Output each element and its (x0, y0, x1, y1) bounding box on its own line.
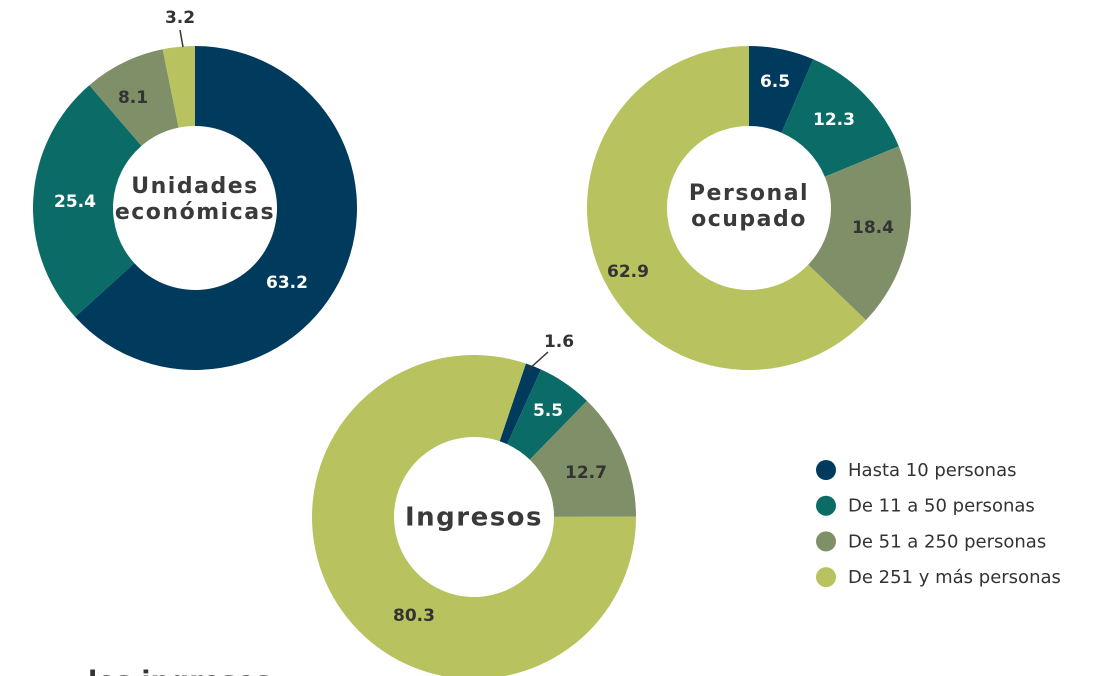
leader-line (179, 29, 184, 48)
data-label: 5.5 (533, 401, 563, 421)
center-label: Personal (689, 181, 809, 206)
data-label: 3.2 (165, 8, 195, 28)
donut-slice (507, 369, 588, 460)
donut-slice (781, 59, 899, 177)
legend-label: De 51 a 250 personas (848, 531, 1046, 552)
data-label: 18.4 (852, 218, 894, 238)
data-label: 6.5 (760, 72, 790, 92)
legend-swatch (816, 460, 836, 480)
data-label: 80.3 (393, 606, 435, 626)
footer-text: los ingresos (88, 666, 271, 676)
donut-slice (529, 400, 636, 517)
legend-swatch (816, 531, 836, 552)
center-label: económicas (115, 200, 275, 225)
donut-slice (89, 49, 179, 146)
data-label: 25.4 (54, 192, 96, 212)
data-label: 8.1 (118, 88, 148, 108)
data-label: 1.6 (544, 332, 574, 352)
donut-slice (75, 46, 358, 370)
data-label: 63.2 (266, 273, 308, 293)
legend-label: De 11 a 50 personas (848, 496, 1035, 517)
leader-line (527, 351, 549, 371)
legend-swatch (816, 567, 836, 588)
center-label: Unidades (131, 174, 258, 199)
data-label: 12.7 (565, 463, 607, 483)
legend-label: De 251 y más personas (848, 567, 1061, 588)
donut-slice (162, 46, 195, 128)
legend-label: Hasta 10 personas (848, 460, 1017, 481)
donut-slice (33, 85, 142, 317)
donut-slice (808, 146, 911, 321)
donut-slice (499, 363, 542, 445)
center-label: ocupado (691, 207, 807, 232)
center-label: Ingresos (405, 503, 543, 533)
data-label: 62.9 (607, 262, 649, 282)
data-label: 12.3 (813, 110, 855, 130)
donut-slice (587, 46, 866, 370)
legend-swatch (816, 495, 836, 516)
donut-slice (312, 355, 636, 676)
donut-slice (749, 46, 814, 133)
